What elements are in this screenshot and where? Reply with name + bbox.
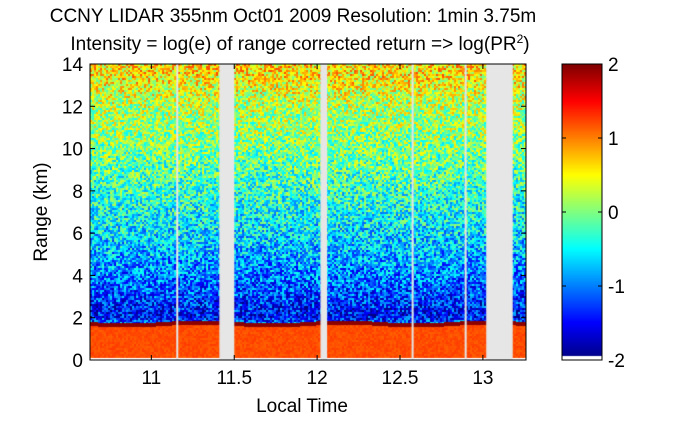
y-tick-label: 12 — [62, 97, 83, 118]
colorbar-gradient — [562, 64, 602, 360]
x-tick-label: 13 — [472, 368, 493, 389]
colorbar-tick-label: 1 — [608, 129, 619, 150]
colorbar-tick-label: 2 — [608, 55, 619, 76]
colorbar-tick-label: -1 — [608, 277, 625, 298]
y-axis-label: Range (km) — [31, 162, 52, 261]
y-tick-label: 10 — [62, 140, 83, 161]
colorbar-tick-label: 0 — [608, 203, 619, 224]
plot-area: 11 11.5 12 12.5 13 0 2 4 6 8 10 12 14 — [62, 55, 527, 389]
x-tick-label: 11 — [141, 368, 161, 389]
y-tick-label: 8 — [72, 182, 83, 203]
x-tick-label: 11.5 — [216, 368, 252, 389]
x-tick-label: 12.5 — [382, 368, 419, 389]
y-tick-label: 2 — [72, 309, 83, 330]
y-tick-label: 6 — [72, 224, 83, 245]
chart-subtitle: Intensity = log(e) of range corrected re… — [70, 32, 529, 55]
y-tick-label: 4 — [72, 266, 83, 287]
lidar-heatmap — [90, 64, 526, 360]
colorbar: 2 1 0 -1 -2 — [561, 55, 625, 372]
y-tick-label: 0 — [72, 351, 83, 372]
y-tick-label: 14 — [62, 55, 84, 76]
x-axis-label: Local Time — [256, 396, 348, 417]
x-tick-label: 12 — [307, 368, 328, 389]
chart-title: CCNY LIDAR 355nm Oct01 2009 Resolution: … — [50, 6, 537, 27]
plot-frame — [89, 63, 527, 361]
colorbar-tick-label: -2 — [608, 351, 625, 372]
